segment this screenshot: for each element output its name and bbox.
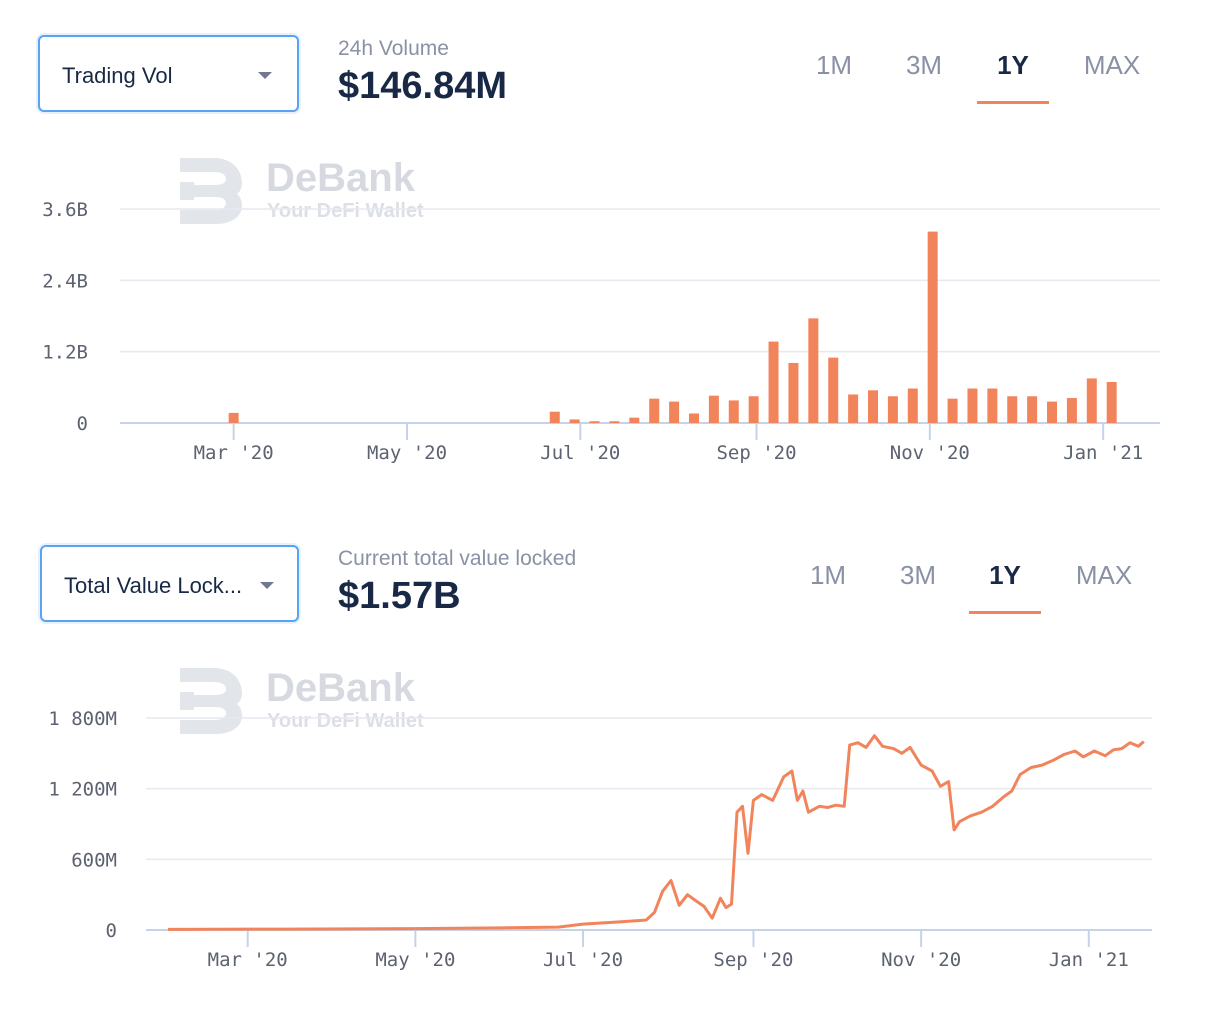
trading-volume-panel: Trading Vol 24h Volume $146.84M 1M 3M 1Y… (0, 0, 1212, 500)
volume-bar (848, 394, 859, 423)
range-tab-max[interactable]: MAX (1083, 50, 1141, 80)
volume-bar (1027, 396, 1038, 423)
volume-bar (1007, 396, 1018, 423)
volume-bar (549, 411, 560, 423)
x-tick-label: Jul '20 (543, 949, 623, 971)
volume-bar (1086, 378, 1097, 423)
metric-selector[interactable]: Total Value Lock... (40, 545, 299, 622)
volume-bar (569, 419, 580, 423)
volume-bar (669, 401, 680, 423)
volume-bar (907, 388, 918, 423)
volume-bar (1066, 398, 1077, 423)
x-tick-label: Jan '21 (1049, 949, 1129, 971)
x-tick-label: May '20 (367, 442, 447, 464)
range-tab-max[interactable]: MAX (1075, 560, 1133, 590)
y-tick-label: 1 800M (48, 708, 117, 730)
range-tab-3m[interactable]: 3M (899, 560, 937, 590)
volume-bar (788, 362, 799, 423)
volume-bar (987, 388, 998, 423)
metric-selector[interactable]: Trading Vol (38, 35, 299, 112)
x-tick-label: Mar '20 (194, 442, 274, 464)
range-tab-3m[interactable]: 3M (905, 50, 943, 80)
x-tick-label: May '20 (375, 949, 455, 971)
volume-bar (967, 388, 978, 423)
stat-value: $146.84M (338, 65, 508, 107)
chevron-down-icon (260, 582, 274, 589)
volume-bar (868, 390, 879, 423)
range-tab-1m[interactable]: 1M (809, 560, 847, 590)
metric-selector-label: Trading Vol (62, 63, 173, 88)
chevron-down-icon (258, 72, 272, 79)
x-tick-label: Sep '20 (716, 442, 796, 464)
y-tick-label: 600M (71, 849, 117, 871)
x-tick-label: Nov '20 (890, 442, 970, 464)
volume-bar (629, 417, 640, 423)
x-tick-label: Jan '21 (1063, 442, 1143, 464)
stat-value: $1.57B (338, 575, 461, 617)
y-tick-label: 1.2B (42, 342, 88, 364)
tvl-chart: 0 600M 1 200M 1 800M Mar '20 May '20 Jul '20 Se… (48, 708, 1152, 971)
volume-bar (927, 231, 938, 423)
volume-bar (1047, 401, 1058, 423)
x-tick-label: Mar '20 (208, 949, 288, 971)
volume-bar (228, 412, 239, 423)
trading-volume-chart: 0 1.2B 2.4B 3.6B Mar '20 May '20 Jul '20 Sep '2… (42, 199, 1160, 464)
range-tab-1y[interactable]: 1Y (977, 50, 1049, 104)
volume-bar (828, 357, 839, 423)
y-tick-label: 0 (106, 920, 117, 942)
volume-bar (947, 398, 958, 423)
volume-bar (808, 318, 819, 423)
volume-bar (728, 400, 739, 423)
range-tab-1y[interactable]: 1Y (969, 560, 1041, 614)
volume-bar (1106, 381, 1117, 423)
y-tick-label: 3.6B (42, 199, 88, 221)
volume-bar (708, 395, 719, 423)
tvl-panel: Total Value Lock... Current total value … (0, 510, 1212, 1010)
x-tick-label: Sep '20 (713, 949, 793, 971)
range-tab-1m[interactable]: 1M (815, 50, 853, 80)
y-tick-label: 0 (77, 413, 88, 435)
volume-bar (688, 413, 699, 423)
tvl-series-line (167, 734, 1145, 931)
volume-bar (768, 341, 779, 423)
y-tick-label: 2.4B (42, 270, 88, 292)
x-tick-label: Jul '20 (540, 442, 620, 464)
volume-bar (887, 396, 898, 423)
volume-bar (609, 421, 620, 423)
volume-bar (589, 421, 600, 423)
volume-bar (649, 398, 660, 423)
volume-bar (748, 396, 759, 423)
stat-label: 24h Volume (338, 37, 449, 60)
y-tick-label: 1 200M (48, 779, 117, 801)
stat-label: Current total value locked (338, 547, 577, 570)
metric-selector-label: Total Value Lock... (64, 573, 243, 598)
x-tick-label: Nov '20 (881, 949, 961, 971)
